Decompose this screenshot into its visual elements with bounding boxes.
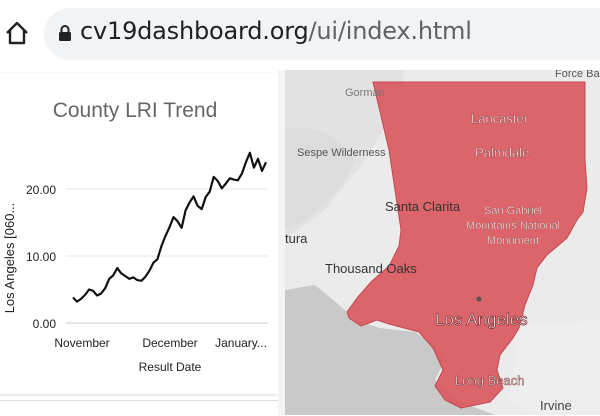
url-text[interactable]: cv19dashboard.org/ui/index.html bbox=[80, 17, 472, 45]
next-card bbox=[0, 400, 278, 416]
map-label-san-gabriel-1: San Gabriel bbox=[484, 205, 542, 217]
terrain-shading-2 bbox=[285, 128, 355, 230]
county-map[interactable]: Force Base Gorman Sespe Wilderness Lanca… bbox=[285, 70, 600, 415]
x-tick-label-january: January... bbox=[215, 336, 267, 350]
x-tick-label-november: November bbox=[54, 336, 109, 350]
map-label-santa-clarita: Santa Clarita bbox=[385, 199, 461, 214]
lock-icon bbox=[59, 25, 71, 41]
map-label-san-gabriel-3: Monument bbox=[487, 235, 539, 247]
x-axis-label: Result Date bbox=[139, 360, 202, 374]
series-line-los-angeles bbox=[72, 151, 267, 303]
lri-trend-chart-card: County LRI Trend Los Angeles [060... 0.0… bbox=[0, 73, 278, 394]
map-canvas: Force Base Gorman Sespe Wilderness Lanca… bbox=[285, 70, 600, 415]
y-axis-label: Los Angeles [060... bbox=[2, 203, 17, 314]
y-tick-label-20: 20.00 bbox=[26, 183, 56, 197]
map-label-sespe: Sespe Wilderness bbox=[297, 147, 386, 159]
map-label-lancaster: Lancaster bbox=[471, 111, 529, 126]
map-label-thousand-oaks: Thousand Oaks bbox=[325, 261, 417, 276]
map-label-long-beach: Long Beach bbox=[455, 373, 524, 388]
la-county-area[interactable] bbox=[346, 81, 588, 409]
url-path: /ui/index.html bbox=[308, 17, 472, 45]
y-tick-label-10: 10.00 bbox=[26, 250, 56, 264]
lri-trend-chart: County LRI Trend Los Angeles [060... 0.0… bbox=[2, 99, 268, 374]
map-label-force-base: Force Base bbox=[555, 70, 600, 80]
y-tick-label-0: 0.00 bbox=[33, 317, 57, 331]
orange-county bbox=[510, 320, 600, 415]
chart-title: County LRI Trend bbox=[53, 99, 218, 122]
x-tick-label-december: December bbox=[142, 336, 197, 350]
map-label-irvine: Irvine bbox=[540, 398, 572, 413]
ocean bbox=[285, 285, 495, 415]
map-label-palmdale: Palmdale bbox=[475, 145, 529, 160]
address-bar[interactable] bbox=[44, 8, 600, 60]
panel-gutter bbox=[278, 70, 285, 415]
map-label-los-angeles: Los Angeles bbox=[435, 310, 528, 329]
home-icon[interactable] bbox=[4, 20, 30, 46]
browser-toolbar: cv19dashboard.org/ui/index.html bbox=[0, 0, 600, 70]
map-label-gorman: Gorman bbox=[345, 87, 385, 99]
los-angeles-marker[interactable] bbox=[476, 296, 482, 302]
url-domain: cv19dashboard.org bbox=[80, 17, 309, 45]
map-label-san-gabriel-2: Mountains National bbox=[466, 220, 560, 232]
map-label-ventura: tura bbox=[285, 231, 308, 246]
